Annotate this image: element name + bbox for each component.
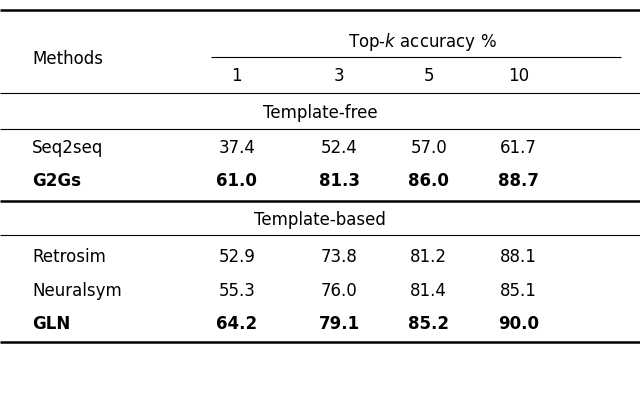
Text: 73.8: 73.8 (321, 249, 358, 266)
Text: 37.4: 37.4 (218, 140, 255, 157)
Text: 88.7: 88.7 (498, 172, 539, 190)
Text: Template-based: Template-based (254, 211, 386, 229)
Text: 5: 5 (424, 67, 434, 85)
Text: G2Gs: G2Gs (32, 172, 81, 190)
Text: 3: 3 (334, 67, 344, 85)
Text: 10: 10 (508, 67, 529, 85)
Text: Retrosim: Retrosim (32, 249, 106, 266)
Text: 81.3: 81.3 (319, 172, 360, 190)
Text: Methods: Methods (32, 50, 103, 68)
Text: 90.0: 90.0 (498, 315, 539, 333)
Text: 85.1: 85.1 (500, 282, 537, 300)
Text: 64.2: 64.2 (216, 315, 257, 333)
Text: 76.0: 76.0 (321, 282, 358, 300)
Text: 57.0: 57.0 (410, 140, 447, 157)
Text: Template-free: Template-free (262, 104, 378, 122)
Text: 61.0: 61.0 (216, 172, 257, 190)
Text: Seq2seq: Seq2seq (32, 140, 104, 157)
Text: 81.4: 81.4 (410, 282, 447, 300)
Text: 88.1: 88.1 (500, 249, 537, 266)
Text: Neuralsym: Neuralsym (32, 282, 122, 300)
Text: GLN: GLN (32, 315, 70, 333)
Text: 55.3: 55.3 (218, 282, 255, 300)
Text: 52.4: 52.4 (321, 140, 358, 157)
Text: 79.1: 79.1 (319, 315, 360, 333)
Text: Top-$k$ accuracy %: Top-$k$ accuracy % (348, 31, 497, 53)
Text: 61.7: 61.7 (500, 140, 537, 157)
Text: 81.2: 81.2 (410, 249, 447, 266)
Text: 86.0: 86.0 (408, 172, 449, 190)
Text: 85.2: 85.2 (408, 315, 449, 333)
Text: 52.9: 52.9 (218, 249, 255, 266)
Text: 1: 1 (232, 67, 242, 85)
